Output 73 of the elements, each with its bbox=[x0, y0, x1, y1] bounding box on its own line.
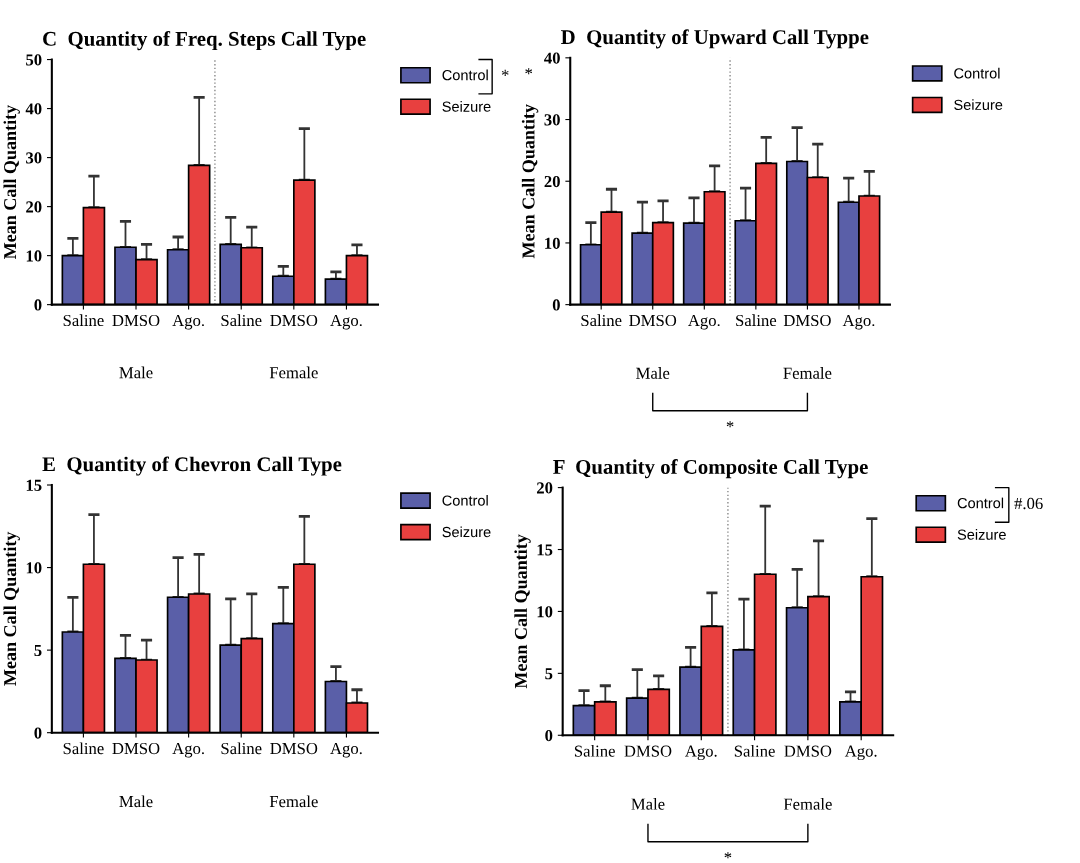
y-axis-title: Mean Call Quantity bbox=[3, 531, 20, 686]
text: Male bbox=[631, 798, 665, 810]
y-tick-label: 15 bbox=[26, 479, 42, 491]
y-tick-label: 10 bbox=[26, 562, 42, 574]
y-tick-label: 0 bbox=[34, 727, 42, 739]
x-tick-label: Ago. bbox=[330, 742, 362, 758]
legend-label: Seizure bbox=[954, 99, 1003, 111]
text: * bbox=[724, 852, 732, 859]
x-tick-label: Ago. bbox=[330, 314, 362, 330]
x-tick-label: Ago. bbox=[844, 745, 877, 761]
text: Male bbox=[119, 366, 153, 379]
x-tick-label: DMSO bbox=[783, 314, 831, 327]
y-axis-title: Mean Call Quantity bbox=[3, 105, 20, 260]
legend-label: Seizure bbox=[442, 101, 491, 112]
y-tick-label: 10 bbox=[545, 237, 560, 249]
y-tick-label: 40 bbox=[544, 52, 560, 64]
text: * bbox=[525, 68, 533, 75]
x-tick-label: Saline bbox=[221, 742, 262, 755]
legend-label: Control bbox=[442, 495, 488, 506]
x-tick-label: Saline bbox=[581, 314, 622, 327]
x-tick-label: DMSO bbox=[112, 314, 160, 327]
y-tick-label: 5 bbox=[545, 668, 553, 680]
chart-title: D Quantity of Upward Call Typpe bbox=[561, 29, 869, 49]
x-tick-label: DMSO bbox=[270, 314, 318, 327]
x-tick-label: Saline bbox=[63, 742, 104, 755]
chart-title: F Quantity of Composite Call Type bbox=[553, 459, 868, 479]
text: Male bbox=[119, 795, 153, 808]
chart-title: C Quantity of Freq. Steps Call Type bbox=[43, 30, 366, 51]
legend-label: Seizure bbox=[957, 529, 1006, 540]
x-tick-label: DMSO bbox=[784, 745, 832, 757]
legend-label: Control bbox=[957, 497, 1004, 509]
text: #.06 bbox=[1014, 497, 1043, 510]
text: Female bbox=[783, 367, 832, 379]
y-axis-title: Mean Call Quantity bbox=[521, 104, 539, 259]
x-tick-label: DMSO bbox=[629, 314, 677, 327]
x-tick-label: Ago. bbox=[172, 742, 204, 758]
x-tick-label: DMSO bbox=[270, 742, 318, 755]
y-tick-label: 0 bbox=[552, 299, 560, 311]
chart-title: E Quantity of Chevron Call Type bbox=[42, 456, 342, 476]
y-tick-label: 0 bbox=[545, 729, 553, 742]
x-tick-label: Ago. bbox=[172, 314, 204, 330]
y-tick-label: 50 bbox=[26, 54, 42, 66]
text: * bbox=[726, 421, 734, 428]
x-tick-label: DMSO bbox=[112, 742, 160, 755]
y-tick-label: 10 bbox=[537, 606, 553, 618]
legend-label: Control bbox=[954, 67, 1000, 79]
text: Female bbox=[269, 366, 318, 379]
legend-label: Control bbox=[442, 69, 488, 81]
x-tick-label: DMSO bbox=[624, 745, 672, 757]
y-tick-label: 40 bbox=[25, 103, 42, 115]
y-tick-label: 10 bbox=[26, 250, 42, 262]
legend-label: Seizure bbox=[442, 526, 491, 538]
text: Female bbox=[269, 795, 318, 808]
y-tick-label: 20 bbox=[536, 482, 553, 494]
x-tick-label: Saline bbox=[63, 314, 104, 327]
y-tick-label: 30 bbox=[26, 152, 42, 164]
y-tick-label: 20 bbox=[26, 201, 42, 213]
x-tick-label: Saline bbox=[736, 314, 777, 327]
y-tick-label: 5 bbox=[34, 645, 42, 657]
y-tick-label: 30 bbox=[544, 114, 560, 126]
x-tick-label: Ago. bbox=[685, 745, 717, 761]
text: Female bbox=[783, 798, 832, 810]
x-tick-label: Saline bbox=[574, 745, 615, 757]
y-tick-label: 20 bbox=[544, 175, 560, 188]
y-tick-label: 0 bbox=[34, 299, 42, 311]
x-tick-label: Ago. bbox=[842, 314, 875, 330]
text: Male bbox=[636, 367, 670, 379]
x-tick-label: Saline bbox=[734, 745, 775, 757]
x-tick-label: Ago. bbox=[688, 314, 720, 330]
text: * bbox=[501, 69, 509, 76]
y-axis-title: Mean Call Quantity bbox=[514, 534, 531, 689]
x-tick-label: Saline bbox=[221, 314, 262, 327]
y-tick-label: 15 bbox=[537, 544, 553, 556]
